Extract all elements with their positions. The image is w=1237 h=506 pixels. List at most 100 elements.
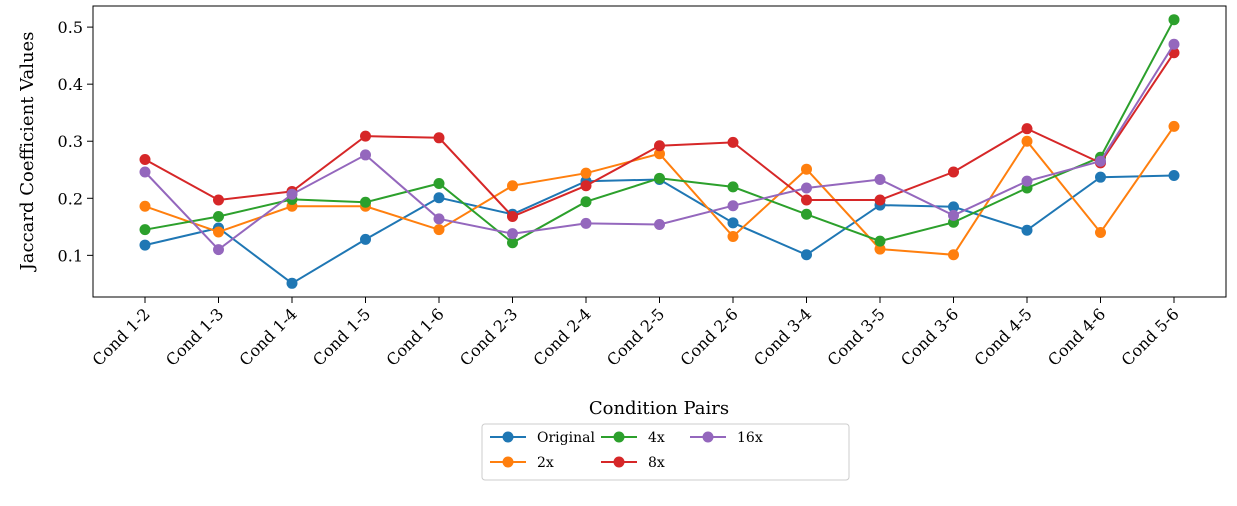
- x-tick-label: Cond 1-5: [309, 304, 374, 369]
- data-point: [360, 233, 371, 245]
- data-point: [948, 166, 959, 178]
- legend: Original 2x 4x 8x 16x: [481, 423, 850, 481]
- x-tick-label: Cond 2-3: [456, 304, 521, 369]
- legend-marker: [613, 456, 625, 468]
- legend-item: 8x: [601, 455, 665, 471]
- data-point: [1168, 169, 1180, 181]
- data-point: [948, 209, 959, 221]
- legend-marker: [702, 431, 714, 443]
- legend-label: 2x: [537, 455, 554, 471]
- data-point: [433, 224, 445, 236]
- legend-marker: [502, 431, 514, 443]
- data-point: [727, 136, 739, 148]
- series-lines: [139, 14, 1180, 289]
- data-point: [801, 194, 812, 206]
- legend-item: 2x: [490, 455, 554, 471]
- data-point: [139, 200, 151, 212]
- data-point: [1021, 135, 1033, 147]
- x-axis-ticks: Cond 1-2 Cond 1-3 Cond 1-4 Cond 1-5 Cond 1-6…: [89, 297, 1183, 370]
- data-point: [801, 249, 812, 261]
- data-point: [948, 201, 959, 213]
- data-point: [360, 196, 371, 208]
- data-point: [360, 149, 371, 161]
- data-point: [213, 244, 224, 256]
- data-point: [874, 235, 886, 247]
- data-point: [727, 181, 739, 193]
- x-tick-label: Cond 3-6: [897, 304, 962, 369]
- data-point: [507, 211, 518, 223]
- data-point: [360, 130, 371, 142]
- series-16x: [139, 38, 1180, 256]
- data-point: [1168, 38, 1180, 50]
- data-point: [433, 213, 445, 225]
- data-point: [654, 148, 665, 160]
- x-tick-label: Cond 5-6: [1118, 304, 1183, 369]
- data-point: [654, 172, 665, 184]
- y-tick-label: 0.3: [58, 132, 83, 151]
- x-tick-label: Cond 4-5: [971, 304, 1036, 369]
- data-point: [433, 177, 445, 189]
- x-tick-label: Cond 3-4: [750, 304, 815, 369]
- legend-label: 8x: [648, 455, 665, 471]
- legend-item: 16x: [690, 430, 763, 446]
- data-point: [1168, 14, 1180, 26]
- x-tick-label: Cond 1-3: [162, 304, 227, 369]
- x-tick-label: Cond 2-4: [530, 304, 595, 369]
- data-point: [948, 249, 959, 261]
- legend-label: 16x: [737, 430, 763, 446]
- legend-marker: [613, 431, 625, 443]
- data-point: [1021, 123, 1033, 135]
- x-tick-label: Cond 2-6: [677, 304, 742, 369]
- x-tick-label: Cond 1-2: [89, 304, 154, 369]
- data-point: [213, 194, 224, 206]
- data-point: [801, 182, 812, 194]
- legend-label: Original: [537, 430, 595, 446]
- data-point: [654, 140, 665, 152]
- data-point: [139, 224, 151, 236]
- data-point: [286, 188, 298, 200]
- data-point: [580, 167, 592, 179]
- legend-label: 4x: [648, 430, 665, 446]
- data-point: [286, 277, 298, 289]
- y-tick-label: 0.1: [58, 246, 83, 265]
- x-axis-label: Condition Pairs: [589, 398, 729, 419]
- data-point: [213, 211, 224, 223]
- data-point: [139, 239, 151, 251]
- data-point: [139, 153, 151, 165]
- data-point: [727, 200, 739, 212]
- data-point: [433, 192, 445, 204]
- data-point: [1095, 227, 1106, 239]
- series-line: [144, 19, 1175, 245]
- data-point: [139, 166, 151, 178]
- y-axis-label: Jaccard Coefficient Values: [17, 32, 38, 273]
- legend-item: 4x: [601, 430, 665, 446]
- y-tick-label: 0.4: [58, 75, 83, 94]
- series-2x: [139, 120, 1180, 261]
- legend-marker: [502, 456, 514, 468]
- y-tick-label: 0.5: [58, 18, 83, 37]
- data-point: [1021, 175, 1033, 187]
- data-point: [874, 173, 886, 185]
- data-point: [801, 208, 812, 220]
- data-point: [874, 243, 886, 255]
- data-point: [1095, 171, 1106, 183]
- data-point: [727, 231, 739, 243]
- x-tick-label: Cond 2-5: [603, 304, 668, 369]
- data-point: [1021, 224, 1033, 236]
- data-point: [1168, 120, 1180, 132]
- data-point: [580, 217, 592, 229]
- data-point: [507, 228, 518, 240]
- data-point: [1095, 155, 1106, 167]
- x-tick-label: Cond 3-5: [824, 304, 889, 369]
- data-point: [507, 237, 518, 249]
- data-point: [874, 194, 886, 206]
- x-tick-label: Cond 1-6: [383, 304, 448, 369]
- y-axis-ticks: 0.1 0.2 0.3 0.4 0.5: [58, 18, 93, 265]
- x-tick-label: Cond 1-4: [236, 304, 301, 369]
- data-point: [213, 226, 224, 238]
- data-point: [507, 180, 518, 192]
- data-point: [654, 219, 665, 231]
- x-tick-label: Cond 4-6: [1044, 304, 1109, 369]
- data-point: [580, 180, 592, 192]
